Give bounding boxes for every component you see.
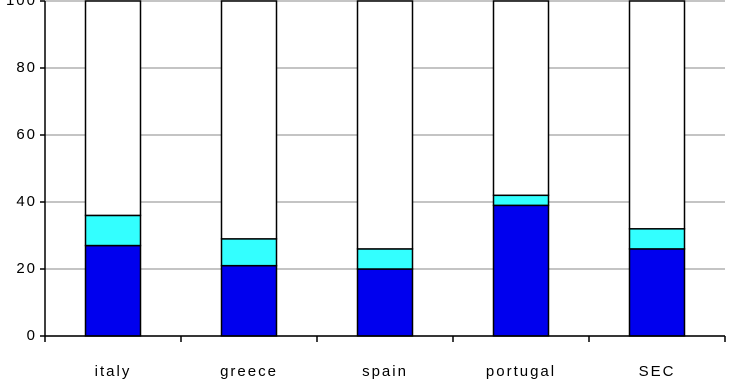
bar-segment (628, 248, 686, 337)
bar-segment (84, 0, 142, 217)
y-tick-label: 80 (16, 59, 37, 76)
bar-segment (628, 0, 686, 230)
x-tick-label: portugal (486, 363, 556, 380)
y-tick-label: 0 (27, 327, 37, 344)
y-tick-label: 20 (16, 260, 37, 277)
x-tick-label: greece (220, 363, 278, 380)
x-tick-label: SEC (639, 363, 676, 380)
y-tick-label: 100 (6, 0, 37, 9)
bar-segment (356, 268, 414, 337)
x-tick-label: italy (95, 363, 132, 380)
bar-segment (220, 238, 278, 267)
bar-segment (356, 248, 414, 270)
y-tick-label: 40 (16, 193, 37, 210)
y-tick-label: 60 (16, 126, 37, 143)
bar-segment (492, 0, 550, 197)
bar-segment (84, 244, 142, 337)
x-tick-label: spain (362, 363, 408, 380)
bar-segment (356, 0, 414, 250)
bar-segment (84, 214, 142, 247)
bar-segment (220, 0, 278, 240)
bar-segment (492, 194, 550, 207)
bar-segment (492, 204, 550, 337)
bar-segment (628, 228, 686, 250)
bar-segment (220, 264, 278, 337)
